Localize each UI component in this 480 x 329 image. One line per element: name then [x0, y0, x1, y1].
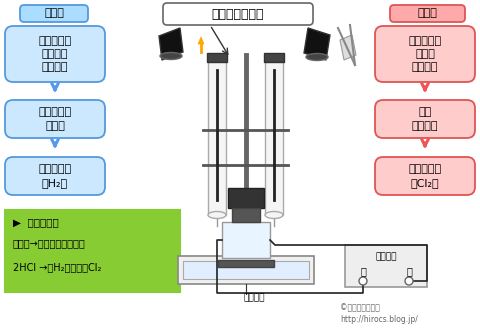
Text: 2HCl →　H₂　　＋　Cl₂: 2HCl → H₂ ＋ Cl₂: [13, 262, 101, 272]
Bar: [207, 53, 227, 62]
Ellipse shape: [306, 54, 328, 61]
FancyBboxPatch shape: [20, 5, 88, 22]
Text: 塩酸の電気分解: 塩酸の電気分解: [212, 8, 264, 20]
Text: 色を
脱色した: 色を 脱色した: [412, 107, 438, 131]
FancyBboxPatch shape: [5, 157, 105, 195]
Text: ＋: ＋: [406, 266, 412, 276]
Text: 水素が発生
（H₂）: 水素が発生 （H₂）: [38, 164, 72, 188]
Text: 塩素が発生
（Cl₂）: 塩素が発生 （Cl₂）: [408, 164, 442, 188]
Text: 火をつけた
マッチを
近づける: 火をつけた マッチを 近づける: [38, 36, 72, 72]
FancyBboxPatch shape: [375, 100, 475, 138]
Circle shape: [359, 277, 367, 285]
Ellipse shape: [265, 212, 283, 218]
Bar: [228, 188, 264, 208]
Text: 電源装置: 電源装置: [375, 252, 397, 262]
Ellipse shape: [160, 53, 182, 60]
Text: ©理科の電子教材: ©理科の電子教材: [340, 303, 380, 313]
Bar: [345, 245, 427, 287]
Text: ▶  化学反応式: ▶ 化学反応式: [13, 217, 59, 227]
Text: 色をつけた
ろ紙を
近づける: 色をつけた ろ紙を 近づける: [408, 36, 442, 72]
Text: http://hirocs.blog.jp/: http://hirocs.blog.jp/: [340, 316, 418, 324]
Bar: [208, 60, 226, 215]
Polygon shape: [159, 28, 183, 60]
Text: 塩酸　→　水素　＋　塩素: 塩酸 → 水素 ＋ 塩素: [13, 238, 86, 248]
Ellipse shape: [208, 212, 226, 218]
Text: 音を立てて
燃えた: 音を立てて 燃えた: [38, 107, 72, 131]
Circle shape: [405, 277, 413, 285]
FancyBboxPatch shape: [390, 5, 465, 22]
Polygon shape: [340, 35, 356, 60]
Bar: [264, 53, 284, 62]
Text: ビーカー: ビーカー: [243, 293, 265, 302]
Text: 陽極側: 陽極側: [418, 9, 437, 18]
Bar: [218, 260, 274, 267]
FancyBboxPatch shape: [375, 26, 475, 82]
Polygon shape: [198, 37, 204, 44]
Bar: [183, 261, 309, 279]
Bar: [265, 60, 283, 215]
Bar: [5, 210, 180, 292]
Bar: [222, 222, 270, 258]
FancyBboxPatch shape: [5, 26, 105, 82]
FancyBboxPatch shape: [163, 3, 313, 25]
FancyBboxPatch shape: [5, 100, 105, 138]
FancyBboxPatch shape: [375, 157, 475, 195]
Bar: [178, 256, 314, 284]
Bar: [232, 208, 260, 222]
Text: 陰極側: 陰極側: [44, 9, 64, 18]
Polygon shape: [304, 28, 330, 60]
Text: －: －: [360, 266, 366, 276]
